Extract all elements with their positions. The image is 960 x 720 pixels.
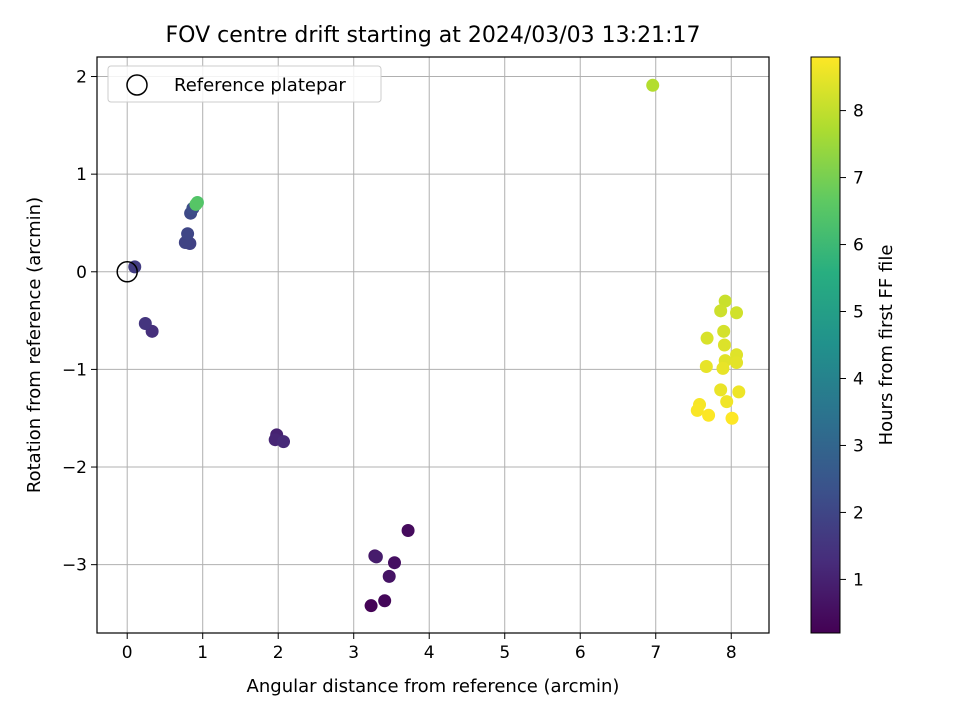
colorbar-tick-label: 7 (853, 169, 864, 189)
scatter-point (646, 78, 660, 92)
grid-lines (97, 57, 769, 633)
colorbar-gradient (811, 57, 840, 633)
scatter-point (720, 395, 734, 409)
scatter-point (401, 523, 415, 537)
scatter-point (725, 411, 739, 425)
scatter-point (138, 317, 152, 331)
scatter-point (730, 306, 744, 320)
colorbar-tick-label: 4 (853, 369, 864, 389)
y-tick-label: −1 (62, 360, 87, 380)
x-tick-label: 1 (197, 643, 208, 663)
x-tick-label: 4 (424, 643, 435, 663)
reference-platepar-marker (116, 261, 138, 283)
scatter-point (730, 356, 744, 370)
scatter-point (716, 361, 730, 375)
scatter-point (700, 331, 714, 345)
y-axis-ticks: −3 −2 −1 0 1 2 (62, 68, 97, 576)
scatter-point (699, 359, 713, 373)
scatter-point (714, 304, 728, 318)
scatter-point (690, 403, 704, 417)
scatter-point (732, 385, 746, 399)
legend-marker (126, 74, 148, 96)
colorbar-tick-label: 2 (853, 503, 864, 523)
y-tick-label: −3 (62, 556, 87, 576)
plot-frame (96, 56, 770, 634)
colorbar-frame (810, 56, 841, 634)
scatter-point (378, 594, 392, 608)
data-points (116, 78, 746, 613)
y-tick-label: 2 (76, 68, 87, 88)
scatter-point (369, 550, 383, 564)
x-tick-label: 7 (650, 643, 661, 663)
colorbar: 1 2 3 4 5 6 7 8 Hours from first FF file (810, 56, 897, 634)
colorbar-tick-label: 3 (853, 436, 864, 456)
scatter-point (717, 324, 731, 338)
y-axis-label: Rotation from reference (arcmin) (24, 197, 45, 493)
colorbar-tick-label: 8 (853, 102, 864, 122)
scatter-point (276, 435, 290, 449)
colorbar-ticks: 1 2 3 4 5 6 7 8 (840, 102, 864, 590)
scatter-point (714, 383, 728, 397)
y-tick-label: 0 (76, 263, 87, 283)
scatter-point (718, 294, 732, 308)
x-tick-label: 8 (726, 643, 737, 663)
x-tick-label: 5 (499, 643, 510, 663)
scatter-point (382, 569, 396, 583)
chart-title: FOV centre drift starting at 2024/03/03 … (166, 23, 701, 48)
legend: Reference platepar (107, 65, 382, 103)
y-tick-label: −2 (62, 458, 87, 478)
scatter-point (128, 260, 142, 274)
colorbar-tick-label: 6 (853, 236, 864, 256)
scatter-point (387, 556, 401, 570)
legend-box (107, 65, 382, 103)
scatter-point (189, 197, 203, 211)
x-tick-label: 6 (575, 643, 586, 663)
scatter-point (717, 338, 731, 352)
x-axis-ticks: 0 1 2 3 4 5 6 7 8 (122, 633, 737, 663)
colorbar-tick-label: 1 (853, 570, 864, 590)
scatter-point (181, 227, 195, 241)
x-axis-label: Angular distance from reference (arcmin) (247, 676, 620, 697)
scatter-point (364, 599, 378, 613)
x-tick-label: 2 (273, 643, 284, 663)
scatter-point (702, 408, 716, 422)
colorbar-label: Hours from first FF file (876, 245, 897, 446)
colorbar-tick-label: 5 (853, 303, 864, 323)
x-tick-label: 0 (122, 643, 133, 663)
legend-label: Reference platepar (174, 75, 346, 96)
y-tick-label: 1 (76, 165, 87, 185)
x-tick-label: 3 (348, 643, 359, 663)
